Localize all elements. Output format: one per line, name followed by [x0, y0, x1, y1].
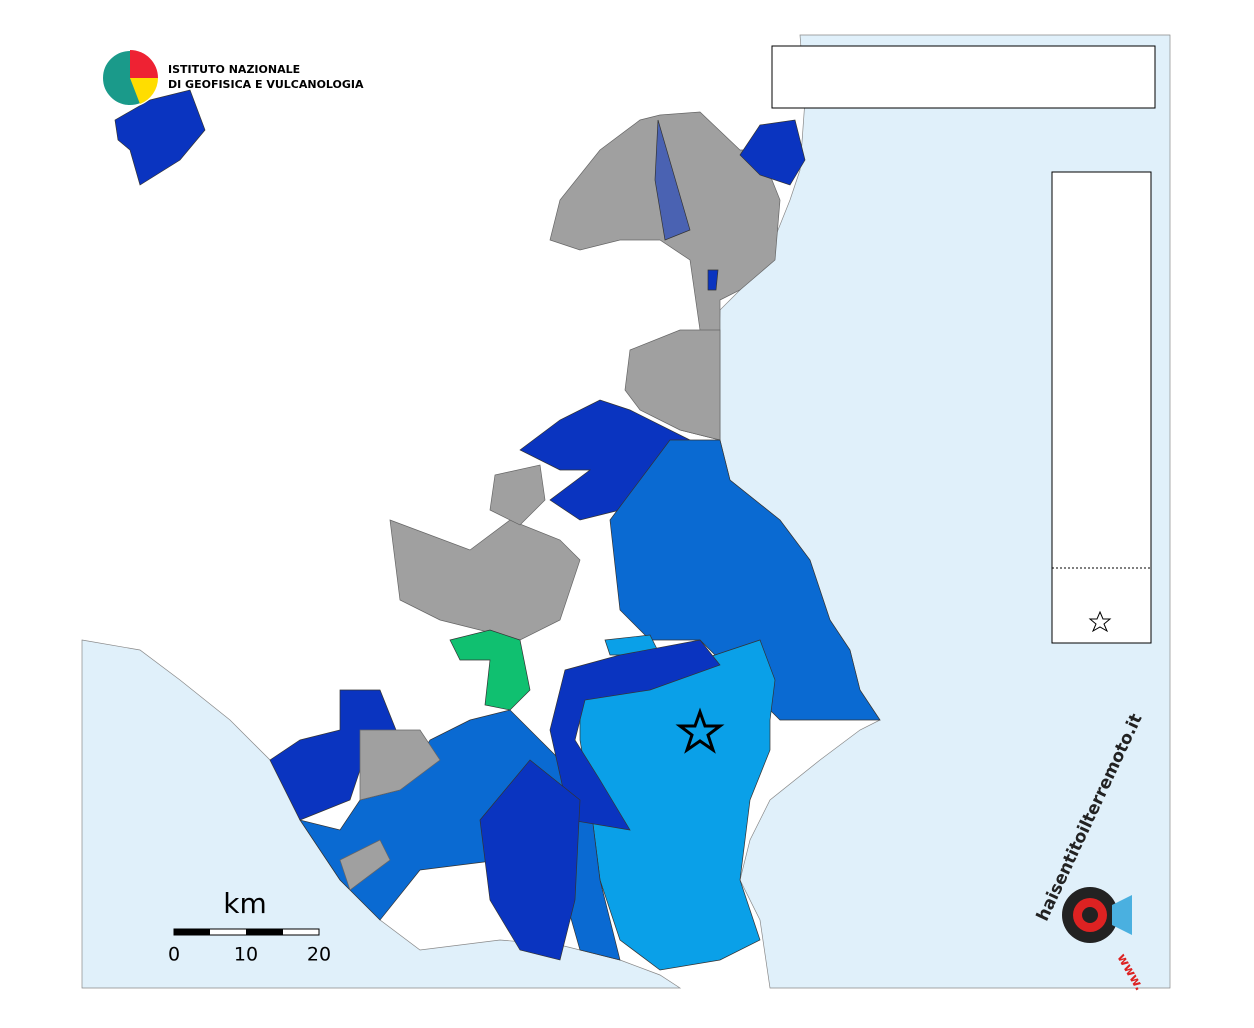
ingv-logo-part — [130, 50, 158, 78]
epicentre-star — [675, 707, 725, 754]
info-box — [771, 45, 1156, 109]
scale-unit: km — [223, 887, 267, 920]
logo-text: ISTITUTO NAZIONALE — [168, 63, 300, 76]
scale-label: 0 — [168, 944, 180, 966]
municipalities — [114, 89, 881, 971]
legend-box — [1051, 171, 1152, 644]
scale-label: 20 — [307, 944, 331, 966]
logo-text: DI GEOFISICA E VULCANOLOGIA — [168, 78, 364, 91]
scale-bar-part — [246, 929, 283, 935]
sea — [81, 639, 682, 989]
scale-bar-part — [174, 929, 210, 935]
legend-star — [1088, 610, 1112, 633]
site-logo-horn — [1112, 895, 1132, 935]
site-logo-ring — [1082, 907, 1098, 923]
scale-label: 10 — [234, 944, 258, 966]
ingv-logo-part — [130, 78, 158, 104]
